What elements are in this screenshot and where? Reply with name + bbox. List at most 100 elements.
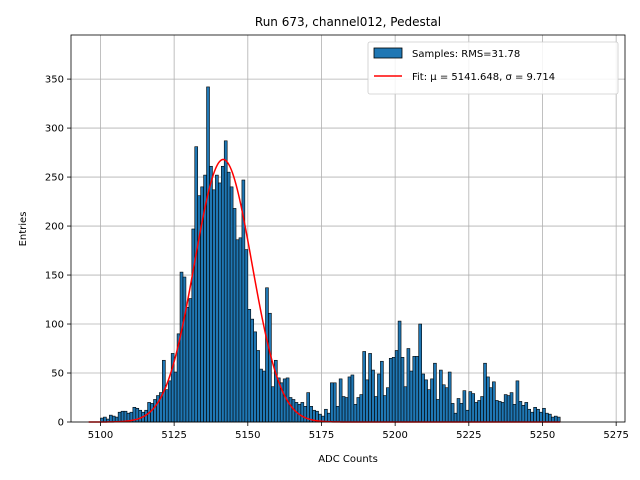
histogram-bar (244, 249, 249, 423)
histogram-bar (447, 371, 452, 423)
histogram-bar (182, 276, 187, 423)
histogram-bar (515, 380, 520, 423)
histogram-bar (474, 402, 478, 423)
x-tick-label: 5250 (530, 430, 555, 441)
histogram-bar (545, 412, 549, 423)
histogram-bar (206, 86, 210, 423)
histogram-bar (388, 358, 393, 423)
histogram-bar (471, 393, 476, 423)
histogram-bar (218, 182, 222, 423)
legend: Samples: RMS=31.78 Fit: μ = 5141.648, σ … (367, 41, 619, 95)
histogram-bar (179, 271, 184, 423)
histogram-bar (406, 348, 411, 423)
histogram-bar (477, 400, 481, 423)
y-tick-label: 150 (45, 271, 64, 282)
histogram-bar (288, 397, 293, 423)
x-tick-label: 5150 (235, 430, 260, 441)
histogram-bar (465, 409, 470, 423)
histogram-bar (512, 404, 517, 423)
histogram-bar (377, 373, 381, 423)
histogram-bar (439, 369, 443, 423)
histogram-bar (185, 307, 190, 423)
histogram-bar (403, 386, 408, 423)
histogram-bar (194, 146, 199, 423)
histogram-bar (386, 387, 390, 423)
histogram-bar (380, 360, 384, 423)
y-tick-label: 300 (45, 124, 64, 135)
histogram-bar (347, 376, 352, 423)
histogram-bar (436, 399, 440, 423)
histogram-bar (262, 370, 266, 423)
histogram-bar (253, 331, 257, 423)
histogram-bar (553, 415, 558, 423)
histogram-bar (391, 357, 396, 423)
x-tick-label: 5225 (456, 430, 481, 441)
histogram-bar (441, 384, 446, 423)
histogram-bar (265, 287, 269, 423)
legend-swatch-samples (373, 47, 403, 59)
histogram-bar (394, 350, 399, 423)
histogram-bar (150, 403, 154, 423)
histogram-bar (489, 387, 493, 423)
histogram-bar (480, 396, 484, 423)
y-axis-label: Entries (18, 212, 29, 247)
histogram-bar (415, 356, 420, 423)
x-tick-label: 5125 (161, 430, 186, 441)
histogram-bar (306, 392, 310, 423)
histogram-bar (456, 398, 461, 423)
histogram-bar (409, 370, 414, 423)
histogram-bar (542, 407, 546, 423)
histogram-bar (215, 174, 219, 423)
legend-box (367, 41, 619, 95)
histogram-bar (427, 389, 431, 423)
histogram-bar (167, 380, 172, 423)
histogram-bar (335, 406, 340, 423)
histogram-bar (259, 368, 263, 423)
histogram-bar (173, 371, 178, 423)
x-axis-ticks: 5100 5125 5150 5175 5200 5225 5250 5275 (88, 422, 629, 441)
x-tick-label: 5275 (603, 430, 628, 441)
histogram-bar (483, 362, 487, 423)
histogram-bar (256, 350, 260, 423)
histogram-bar (327, 412, 331, 423)
histogram-bar (497, 401, 502, 423)
histogram-bar (430, 378, 434, 423)
histogram-bar (164, 389, 169, 423)
histogram-bar (400, 357, 405, 423)
histogram-bar (232, 208, 237, 423)
histogram-bar (235, 239, 240, 423)
histogram-bar (433, 362, 437, 423)
histogram-bar (359, 394, 364, 423)
histogram-bar (500, 402, 505, 423)
histogram-bar (521, 405, 526, 423)
x-tick-label: 5200 (382, 430, 407, 441)
y-tick-label: 350 (45, 75, 64, 86)
histogram-bar (300, 402, 305, 423)
histogram-bar (548, 413, 552, 423)
histogram-bar (368, 353, 372, 423)
legend-label-samples: Samples: RMS=31.78 (412, 49, 520, 60)
histogram-bar (268, 312, 272, 423)
histogram-bar (424, 379, 428, 423)
histogram-bar (120, 410, 125, 423)
histogram-bar (109, 414, 113, 423)
histogram-bar (191, 228, 196, 423)
histogram-bar (397, 320, 402, 423)
y-tick-label: 50 (51, 369, 64, 380)
histogram-bar (350, 374, 355, 423)
histogram-bar (212, 189, 216, 423)
histogram-bar (524, 402, 529, 423)
histogram-bar (250, 318, 255, 423)
chart-title: Run 673, channel012, Pedestal (255, 15, 441, 29)
x-tick-label: 5175 (309, 430, 334, 441)
histogram-bar (338, 378, 343, 423)
histogram-bar (332, 382, 337, 423)
histogram-bar (138, 409, 143, 423)
histogram-bar (374, 396, 378, 423)
legend-label-fit: Fit: μ = 5141.648, σ = 9.714 (412, 72, 555, 83)
histogram-bar (492, 381, 496, 423)
histogram-bar (223, 140, 228, 423)
histogram-bar (188, 298, 193, 423)
histogram-bar (238, 237, 243, 423)
